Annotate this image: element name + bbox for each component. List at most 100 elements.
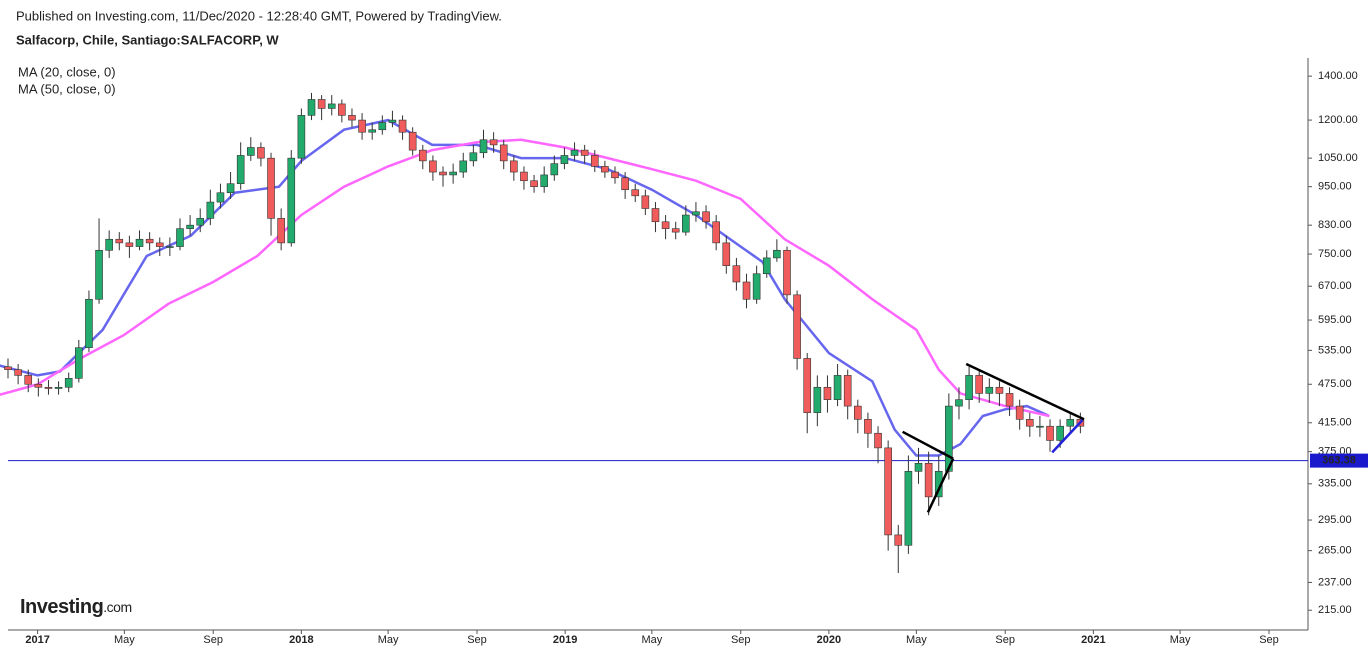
candle-body [732, 265, 741, 283]
candle-body [155, 242, 164, 247]
y-tick-label: 215.00 [1318, 604, 1352, 616]
marks-layer [4, 92, 1085, 573]
candle-body [267, 157, 275, 219]
candle-body [1036, 425, 1044, 428]
candle-body [722, 242, 731, 266]
y-tick-label: 670.00 [1318, 280, 1352, 292]
moving-average-line [0, 118, 1050, 457]
y-tick-label: 950.00 [1318, 181, 1352, 193]
candle-body [125, 242, 134, 247]
x-tick-label: 2018 [289, 634, 313, 646]
candle-body [621, 177, 629, 190]
candle-body [14, 369, 22, 376]
candle-body [4, 366, 12, 370]
x-tick-label: Sep [995, 634, 1015, 646]
candle-body [418, 149, 427, 162]
candle-body [247, 147, 255, 156]
candle-body [550, 163, 559, 176]
candle-body [520, 171, 528, 182]
candle-body [54, 386, 63, 389]
candle-body [317, 99, 326, 109]
x-tick-label: Sep [731, 634, 751, 646]
logo-suffix: .com [103, 599, 131, 615]
x-tick-label: 2020 [817, 634, 841, 646]
candle-body [1056, 425, 1064, 441]
candle-body [44, 386, 53, 389]
candle-body [469, 152, 478, 162]
candle-body [590, 155, 599, 167]
candle-body [1066, 419, 1075, 427]
candle-body [479, 139, 488, 154]
candle-body [682, 214, 690, 233]
logo-name: Investing [20, 596, 103, 618]
candle-body [166, 246, 174, 248]
trend-line [965, 362, 1085, 421]
candle-body [631, 189, 640, 197]
candle-body [277, 218, 285, 244]
grid-layer [37, 75, 1312, 634]
candle-body [196, 218, 205, 226]
candle-body [236, 155, 245, 184]
candle-body [661, 221, 670, 229]
candle-body [843, 375, 852, 407]
candle-body [145, 238, 154, 244]
candle-body [135, 238, 144, 247]
x-tick-label: 2019 [553, 634, 577, 646]
moving-average-line [0, 138, 1050, 418]
candle-body [611, 171, 619, 179]
candle-body [408, 131, 417, 151]
y-tick-label: 475.00 [1318, 378, 1352, 390]
x-tick-label: Sep [467, 634, 487, 646]
candle-body [1015, 405, 1024, 420]
candle-body [671, 228, 680, 233]
x-tick-label: May [114, 634, 135, 646]
candle-body [176, 228, 184, 247]
x-tick-label: 2021 [1081, 634, 1105, 646]
candle-body [894, 534, 903, 546]
candle-body [388, 119, 397, 123]
candle-body [904, 471, 913, 546]
y-tick-label: 1050.00 [1318, 152, 1358, 164]
candle-body [601, 166, 609, 173]
candle-body [560, 155, 569, 164]
candle-body [955, 399, 963, 407]
y-tick-label: 830.00 [1318, 219, 1352, 231]
candle-body [429, 160, 437, 173]
price-label: 363.38 [1322, 455, 1356, 467]
candle-body [439, 171, 447, 176]
labels-layer: 1400.00 1200.00 1050.00 950.00 830.00 750.00 6… [18, 64, 1368, 646]
x-tick-label: May [641, 634, 662, 646]
candle-body [216, 192, 225, 203]
candle-body [368, 129, 377, 133]
y-tick-label: 535.00 [1318, 344, 1352, 356]
candle-body [297, 115, 306, 159]
candle-body [24, 375, 33, 385]
candle-body [793, 294, 801, 359]
y-tick-label: 750.00 [1318, 248, 1352, 260]
candle-body [85, 298, 93, 349]
y-tick-label: 265.00 [1318, 545, 1352, 557]
candle-body [702, 211, 710, 223]
candle-body [459, 160, 468, 173]
y-tick-label: 415.00 [1318, 417, 1352, 429]
x-tick-label: May [906, 634, 927, 646]
candle-body [530, 180, 538, 187]
candle-body [398, 119, 407, 133]
candle-body [712, 221, 720, 244]
candle-body [95, 249, 103, 300]
candle-body [226, 183, 235, 194]
candle-body [914, 462, 923, 472]
x-tick-label: May [1170, 634, 1191, 646]
x-tick-label: May [378, 634, 399, 646]
y-tick-label: 1400.00 [1318, 70, 1358, 82]
candle-body [75, 347, 83, 379]
candle-body [358, 119, 366, 133]
y-tick-label: 1200.00 [1318, 114, 1358, 126]
x-tick-label: Sep [203, 634, 223, 646]
candle-body [338, 103, 346, 116]
candle-body [307, 99, 316, 116]
candle-body [570, 149, 579, 156]
candle-body [489, 139, 498, 146]
symbol-title: Salfacorp, Chile, Santiago:SALFACORP, W [16, 32, 279, 47]
x-tick-label: 2017 [25, 634, 49, 646]
